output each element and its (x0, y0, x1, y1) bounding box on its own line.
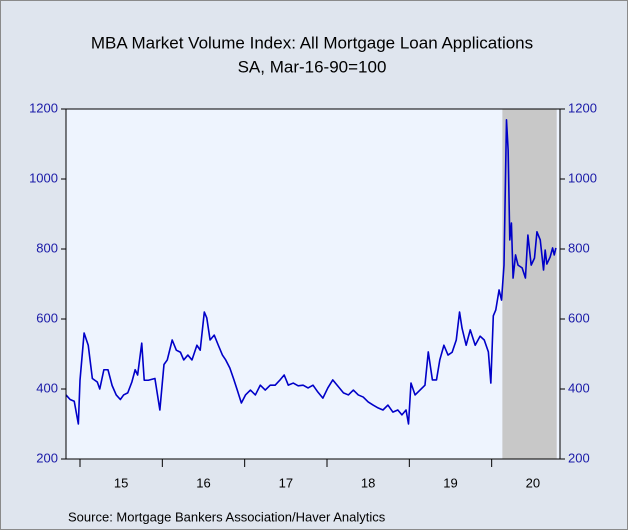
y-tick-label: 200 (36, 450, 58, 465)
source-note: Source: Mortgage Bankers Association/Hav… (68, 509, 386, 524)
y2-tick-label: 600 (568, 310, 590, 325)
chart-title: MBA Market Volume Index: All Mortgage Lo… (91, 33, 533, 52)
x-tick-label: 18 (361, 475, 375, 490)
x-tick-label: 16 (196, 475, 210, 490)
y2-tick-label: 800 (568, 240, 590, 255)
y-tick-label: 1200 (29, 100, 58, 115)
y-tick-label: 800 (36, 240, 58, 255)
y2-tick-label: 1200 (568, 100, 597, 115)
x-tick-label: 15 (114, 475, 128, 490)
y2-tick-label: 400 (568, 380, 590, 395)
plot-border (65, 108, 561, 460)
x-tick-label: 20 (526, 475, 540, 490)
y-tick-label: 1000 (29, 170, 58, 185)
x-tick-label: 19 (443, 475, 457, 490)
x-tick-label: 17 (279, 475, 293, 490)
plot-area (66, 109, 560, 459)
y-tick-label: 600 (36, 310, 58, 325)
data-line (65, 119, 557, 425)
y2-tick-label: 200 (568, 450, 590, 465)
shaded-region (502, 109, 557, 459)
y2-tick-label: 1000 (568, 170, 597, 185)
chart-subtitle: SA, Mar-16-90=100 (238, 57, 387, 76)
y-tick-label: 400 (36, 380, 58, 395)
